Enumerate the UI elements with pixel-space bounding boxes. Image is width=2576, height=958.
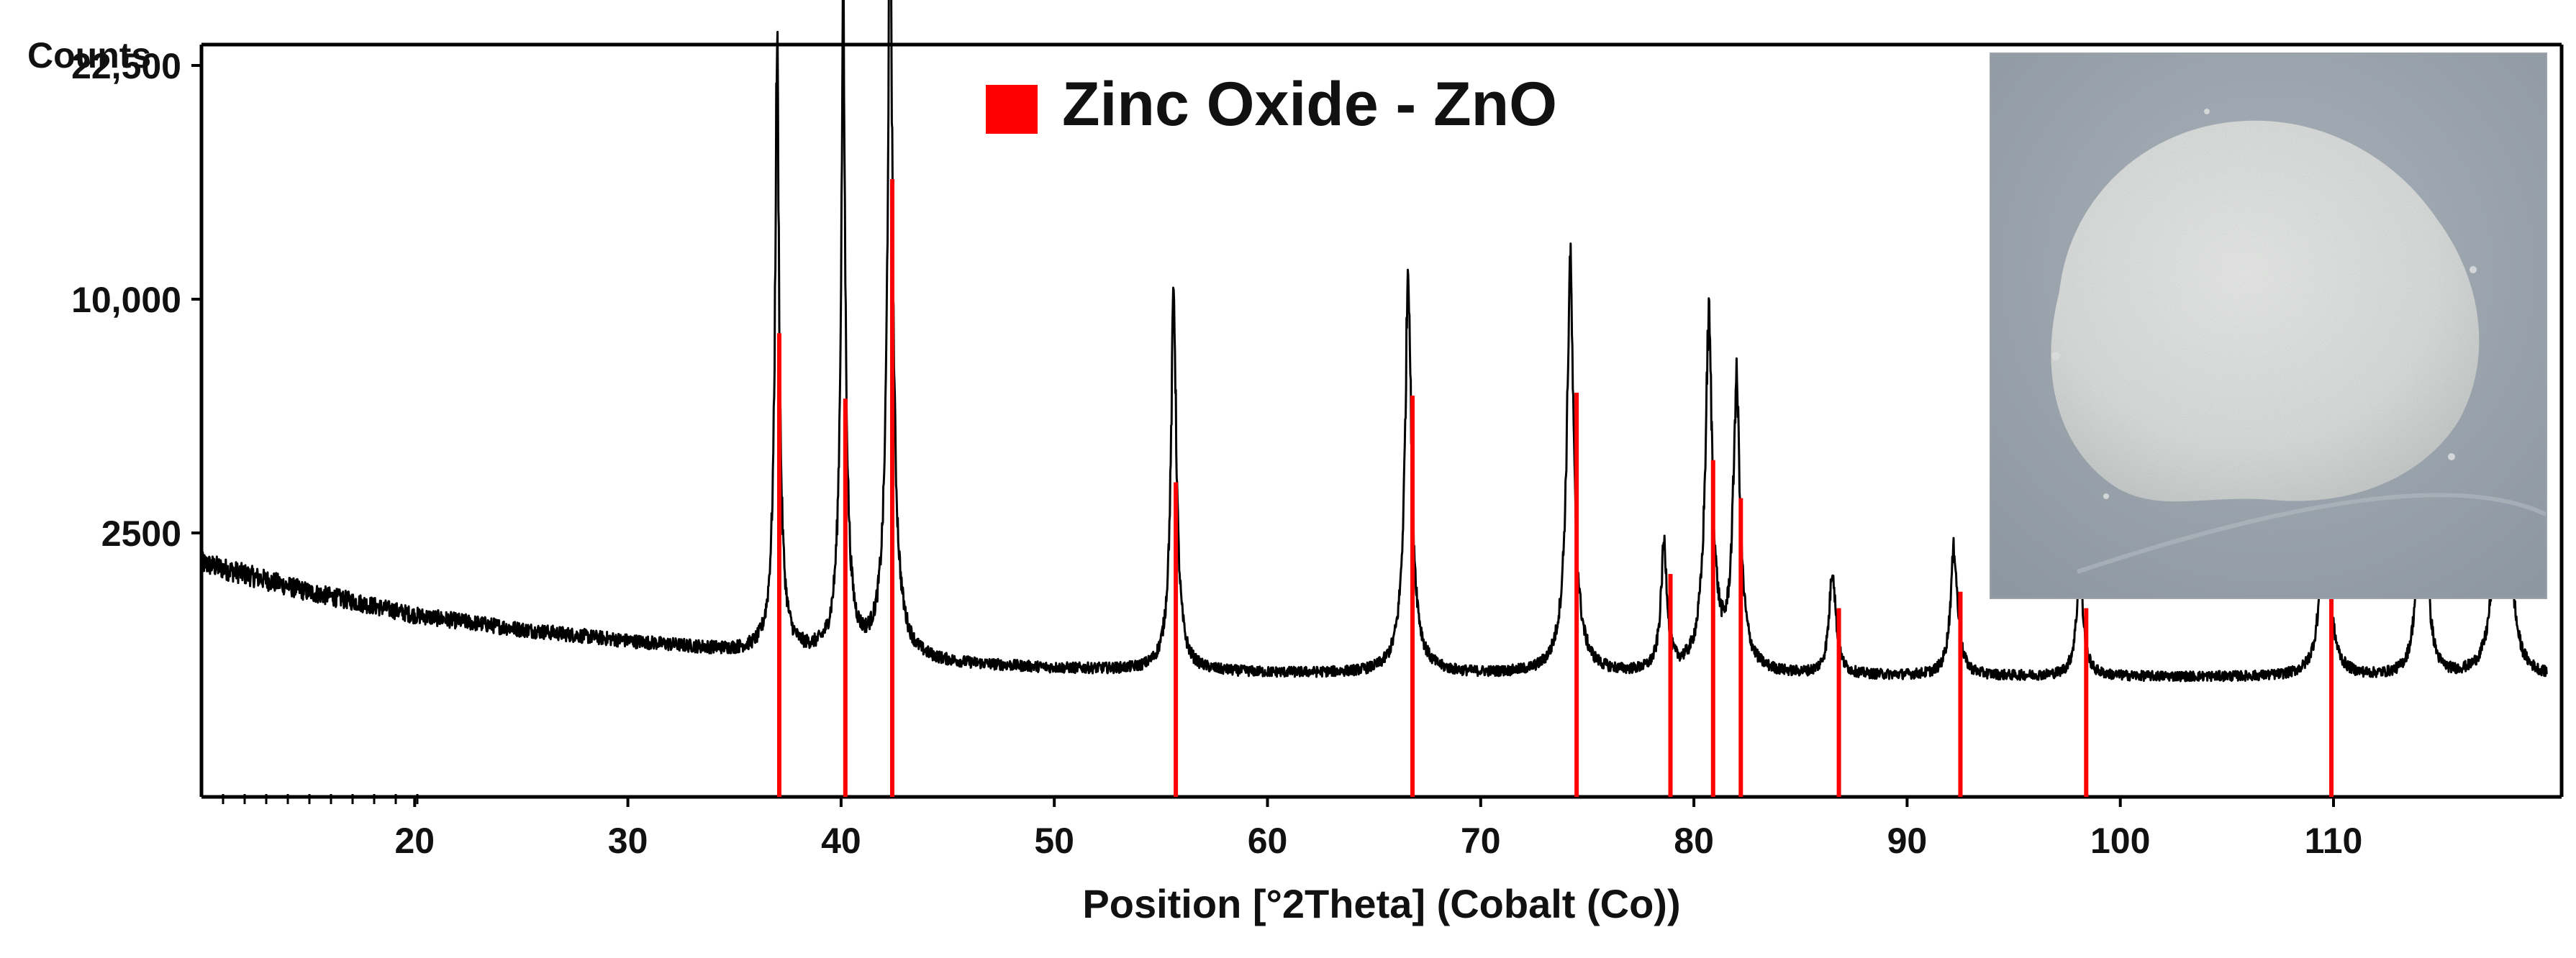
measured-pattern-line xyxy=(200,0,2548,683)
legend: Zinc Oxide - ZnO xyxy=(986,70,1557,139)
plot-frame xyxy=(199,42,2564,799)
powder-image xyxy=(1991,54,2546,598)
x-tick-label: 40 xyxy=(821,821,861,861)
x-tick-label: 90 xyxy=(1887,821,1928,861)
x-tick-label: 110 xyxy=(2305,821,2363,861)
x-tick-label: 20 xyxy=(394,821,435,861)
legend-label: Zinc Oxide - ZnO xyxy=(1062,70,1557,139)
sample-photo xyxy=(1990,53,2547,599)
y-axis-label: Counts xyxy=(27,35,151,76)
x-tick-label: 100 xyxy=(2090,821,2150,861)
y-tick-label: 22,500 xyxy=(71,46,181,86)
y-tick-label: 10,000 xyxy=(71,280,181,320)
y-tick-label: 2500 xyxy=(101,514,181,554)
x-ticks: 20 30 40 50 60 70 80 90 100 110 xyxy=(394,797,2362,861)
x-tick-label: 60 xyxy=(1248,821,1288,861)
x-tick-label: 50 xyxy=(1034,821,1074,861)
reference-sticks xyxy=(776,178,2334,797)
legend-swatch xyxy=(986,85,1038,134)
x-axis-label: Position [°2Theta] (Cobalt (Co)) xyxy=(1082,881,1680,926)
x-tick-label: 80 xyxy=(1674,821,1714,861)
y-ticks: 2500 10,000 22,500 xyxy=(71,46,201,554)
x-tick-label: 30 xyxy=(608,821,648,861)
x-tick-label: 70 xyxy=(1461,821,1501,861)
x-minor-ticks xyxy=(222,794,419,804)
